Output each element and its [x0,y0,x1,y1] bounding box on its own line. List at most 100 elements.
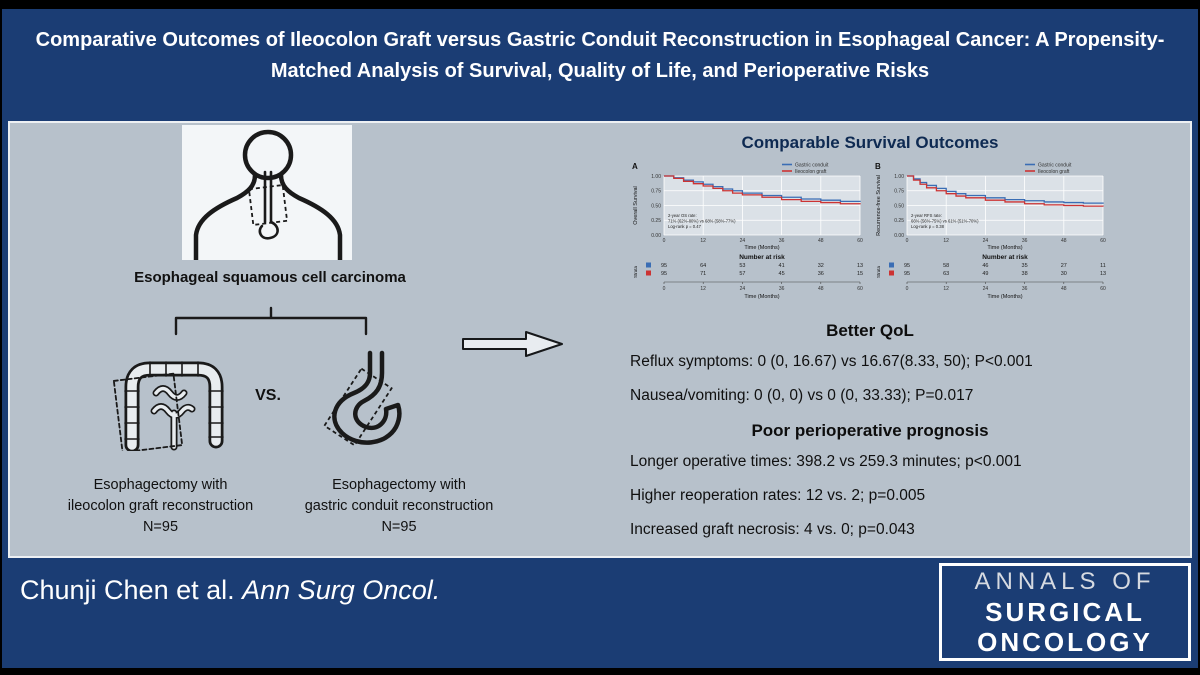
diagnosis-label: Esophageal squamous cell carcinoma [134,269,406,286]
svg-text:2-year RFS rate:: 2-year RFS rate: [911,213,942,218]
svg-text:Strata: Strata [633,266,638,279]
km-chart-recurrence-free-survival: B 0.00 0.25 0.50 0.75 1.00 0 12 24 36 48 60 Recurren… [873,159,1110,305]
svg-text:Time (Months): Time (Months) [744,245,779,251]
svg-text:49: 49 [982,271,988,277]
svg-text:60: 60 [1100,238,1106,244]
svg-text:0: 0 [906,286,909,292]
svg-text:41: 41 [779,263,785,269]
flow-arrow-icon [462,331,563,357]
caption-line: Esophagectomy with [93,477,228,493]
qol-stat-nausea: Nausea/vomiting: 0 (0, 0) vs 0 (0, 33.33… [630,387,974,404]
gastric-caption: Esophagectomy with gastric conduit recon… [276,475,522,538]
svg-text:95: 95 [904,271,910,277]
svg-text:Ileocolon graft: Ileocolon graft [795,169,827,175]
svg-text:48: 48 [818,238,824,244]
svg-text:60: 60 [857,286,863,292]
caption-line: N=95 [142,519,179,535]
svg-text:12: 12 [943,238,949,244]
svg-text:B: B [875,162,881,171]
km-chart-overall-survival: A 0.00 0.25 0.50 0.75 1.00 0 12 24 36 48 60 Overall … [630,159,867,305]
svg-text:Number at risk: Number at risk [982,254,1028,261]
prognosis-heading: Poor perioperative prognosis [751,421,989,440]
graphical-abstract-frame: Comparative Outcomes of Ileocolon Graft … [2,9,1198,668]
svg-text:Time (Months): Time (Months) [744,294,779,300]
tumor-site-dashed-box [247,184,289,226]
logo-annals-of: ANNALS OF [974,568,1156,595]
split-bracket [174,306,368,336]
svg-text:24: 24 [740,238,746,244]
svg-text:24: 24 [740,286,746,292]
svg-text:57: 57 [739,271,745,277]
svg-text:11: 11 [1100,263,1106,269]
svg-text:0.25: 0.25 [894,218,904,224]
svg-text:Strata: Strata [876,266,881,279]
svg-text:Log-rank p = 0.38: Log-rank p = 0.38 [911,224,945,229]
qol-stat-reflux: Reflux symptoms: 0 (0, 16.67) vs 16.67(8… [630,353,1033,370]
survival-heading: Comparable Survival Outcomes [741,133,999,152]
svg-text:0.00: 0.00 [651,233,661,239]
svg-text:13: 13 [857,263,863,269]
svg-text:71: 71 [700,271,706,277]
prognosis-stat-operative-time: Longer operative times: 398.2 vs 259.3 m… [630,453,1022,470]
ileocolon-caption: Esophagectomy with ileocolon graft recon… [28,475,293,538]
citation-authors: Chunji Chen et al. [20,575,243,605]
svg-text:Time (Months): Time (Months) [987,294,1022,300]
svg-text:1.00: 1.00 [651,174,661,180]
svg-text:24: 24 [983,286,989,292]
svg-text:A: A [632,162,638,171]
caption-line: gastric conduit reconstruction [304,498,494,514]
svg-text:Time (Months): Time (Months) [987,245,1022,251]
svg-text:30: 30 [1061,271,1067,277]
svg-text:63: 63 [943,271,949,277]
svg-text:38: 38 [1022,271,1028,277]
journal-logo: ANNALS OF SURGICAL ONCOLOGY [939,563,1191,661]
svg-text:1.00: 1.00 [894,174,904,180]
svg-text:15: 15 [857,271,863,277]
caption-line: Esophagectomy with [332,477,466,493]
prognosis-stat-necrosis: Increased graft necrosis: 4 vs. 0; p=0.0… [630,521,915,538]
svg-text:0: 0 [663,238,666,244]
svg-text:48: 48 [818,286,824,292]
svg-text:71% (62%-80%) vs 68% (58%-77%): 71% (62%-80%) vs 68% (58%-77%) [668,219,736,224]
svg-text:12: 12 [700,286,706,292]
svg-text:Log-rank p = 0.47: Log-rank p = 0.47 [668,224,702,229]
svg-text:60: 60 [857,238,863,244]
svg-text:0.00: 0.00 [894,233,904,239]
svg-text:45: 45 [779,271,785,277]
svg-text:48: 48 [1061,286,1067,292]
content-panel: Esophageal squamous cell carcinoma [8,121,1192,558]
svg-text:35: 35 [1022,263,1028,269]
prognosis-stat-reoperation: Higher reoperation rates: 12 vs. 2; p=0.… [630,487,926,504]
svg-text:36: 36 [1022,286,1028,292]
caption-line: ileocolon graft reconstruction [67,498,254,514]
vs-label: VS. [255,387,281,404]
svg-text:36: 36 [779,286,785,292]
page-title: Comparative Outcomes of Ileocolon Graft … [35,29,1165,82]
patient-esophagus-illustration [182,125,352,260]
svg-text:32: 32 [818,263,824,269]
svg-text:12: 12 [700,238,706,244]
svg-text:Overall Survival: Overall Survival [633,186,639,225]
svg-text:0.50: 0.50 [894,203,904,209]
svg-text:0: 0 [663,286,666,292]
logo-oncology: ONCOLOGY [977,627,1153,657]
svg-text:0.50: 0.50 [651,203,661,209]
svg-text:60: 60 [1100,286,1106,292]
svg-text:46: 46 [982,263,988,269]
svg-text:0: 0 [906,238,909,244]
svg-text:Gastric conduit: Gastric conduit [1038,162,1072,168]
svg-text:0.75: 0.75 [651,189,661,195]
svg-text:12: 12 [943,286,949,292]
citation: Chunji Chen et al. Ann Surg Oncol. [20,575,440,606]
svg-text:0.75: 0.75 [894,189,904,195]
results-section: Comparable Survival Outcomes A 0.00 0.25 0.… [610,129,1130,555]
citation-journal: Ann Surg Oncol. [242,575,441,605]
svg-text:36: 36 [1022,238,1028,244]
study-design-section: Esophageal squamous cell carcinoma [10,123,550,556]
ileocolon-graft-illustration [112,361,224,451]
svg-text:Recurrence-free Survival: Recurrence-free Survival [876,175,882,236]
svg-text:2-year OS rate:: 2-year OS rate: [668,213,697,218]
svg-text:13: 13 [1100,271,1106,277]
svg-text:27: 27 [1061,263,1067,269]
svg-text:36: 36 [779,238,785,244]
